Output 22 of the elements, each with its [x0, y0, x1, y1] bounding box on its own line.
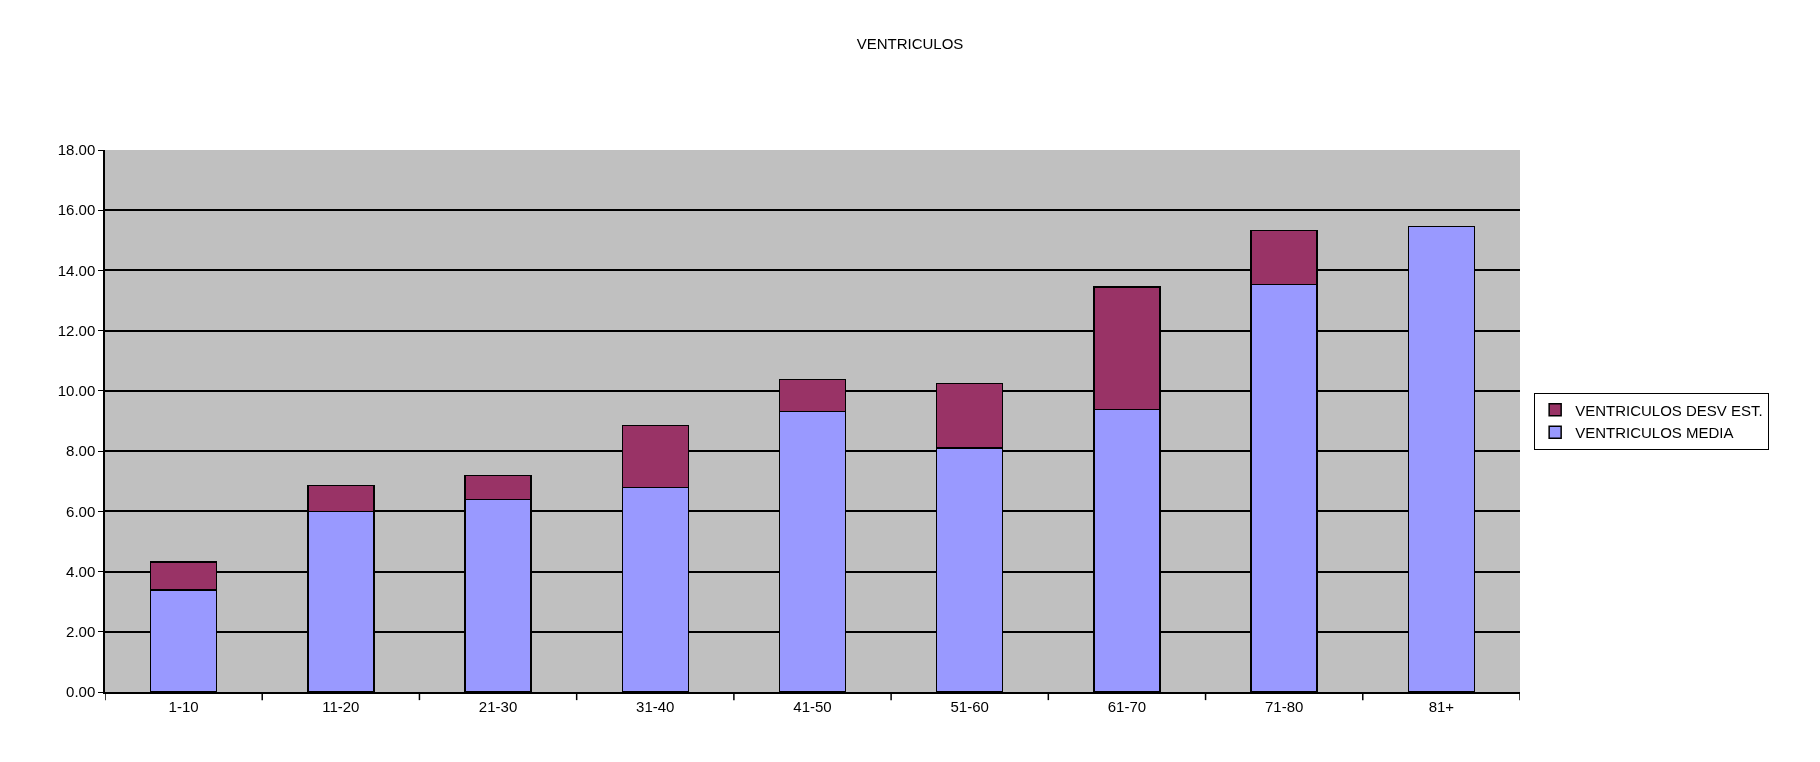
legend-label: VENTRICULOS DESV EST. — [1575, 401, 1763, 419]
y-tick-label: 8.00 — [66, 442, 96, 460]
y-tick-label: 6.00 — [66, 502, 96, 520]
y-tick-label: 0.00 — [66, 683, 96, 701]
x-tick-label: 41-50 — [793, 697, 832, 715]
x-tick-label: 31-40 — [636, 697, 675, 715]
x-tick-label: 11-20 — [322, 697, 360, 715]
legend-label: VENTRICULOS MEDIA — [1575, 424, 1734, 442]
x-tick-label: 71-80 — [1264, 697, 1304, 715]
chart-title: VENTRICULOS — [856, 34, 964, 52]
x-tick-label: 1-10 — [168, 697, 199, 715]
y-tick-label: 10.00 — [57, 382, 96, 400]
y-tick-label: 2.00 — [66, 623, 96, 641]
y-tick-label: 12.00 — [57, 321, 96, 339]
y-tick-label: 4.00 — [66, 562, 96, 580]
y-tick-label: 18.00 — [57, 141, 96, 159]
y-tick-label: 14.00 — [57, 261, 96, 279]
x-tick-label: 61-70 — [1107, 697, 1147, 715]
x-tick-label: 51-60 — [950, 697, 989, 715]
x-tick-label: 21-30 — [478, 697, 518, 715]
x-tick-label: 81+ — [1428, 697, 1455, 715]
y-tick-label: 16.00 — [57, 201, 96, 219]
